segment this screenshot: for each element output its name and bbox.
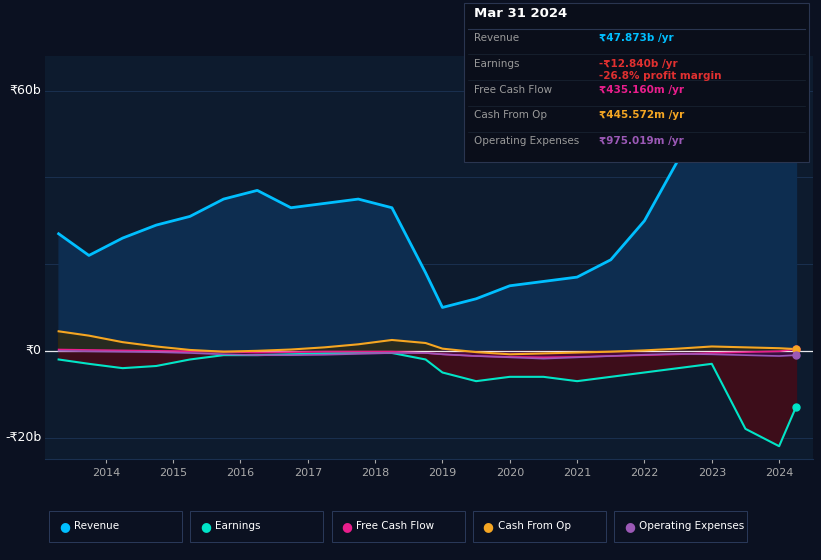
Text: Free Cash Flow: Free Cash Flow — [356, 521, 434, 531]
Text: ₹435.160m /yr: ₹435.160m /yr — [599, 85, 685, 95]
Text: Earnings: Earnings — [215, 521, 260, 531]
Text: ●: ● — [59, 520, 70, 533]
Text: ₹975.019m /yr: ₹975.019m /yr — [599, 136, 684, 146]
Text: ₹445.572m /yr: ₹445.572m /yr — [599, 110, 685, 120]
Text: ●: ● — [483, 520, 493, 533]
Text: ₹47.873b /yr: ₹47.873b /yr — [599, 33, 674, 43]
Text: Revenue: Revenue — [474, 33, 519, 43]
Text: Revenue: Revenue — [74, 521, 119, 531]
Text: -26.8% profit margin: -26.8% profit margin — [599, 71, 722, 81]
Text: -₹12.840b /yr: -₹12.840b /yr — [599, 59, 678, 69]
Text: Free Cash Flow: Free Cash Flow — [474, 85, 552, 95]
Text: Earnings: Earnings — [474, 59, 519, 69]
Text: Cash From Op: Cash From Op — [474, 110, 547, 120]
Text: -₹20b: -₹20b — [5, 431, 41, 444]
Text: Mar 31 2024: Mar 31 2024 — [474, 7, 567, 20]
Text: Operating Expenses: Operating Expenses — [639, 521, 744, 531]
Text: ₹0: ₹0 — [25, 344, 41, 357]
Text: ₹60b: ₹60b — [10, 84, 41, 97]
Text: Cash From Op: Cash From Op — [498, 521, 571, 531]
Text: ●: ● — [200, 520, 211, 533]
Text: ●: ● — [342, 520, 352, 533]
Text: Operating Expenses: Operating Expenses — [474, 136, 579, 146]
Text: ●: ● — [624, 520, 635, 533]
